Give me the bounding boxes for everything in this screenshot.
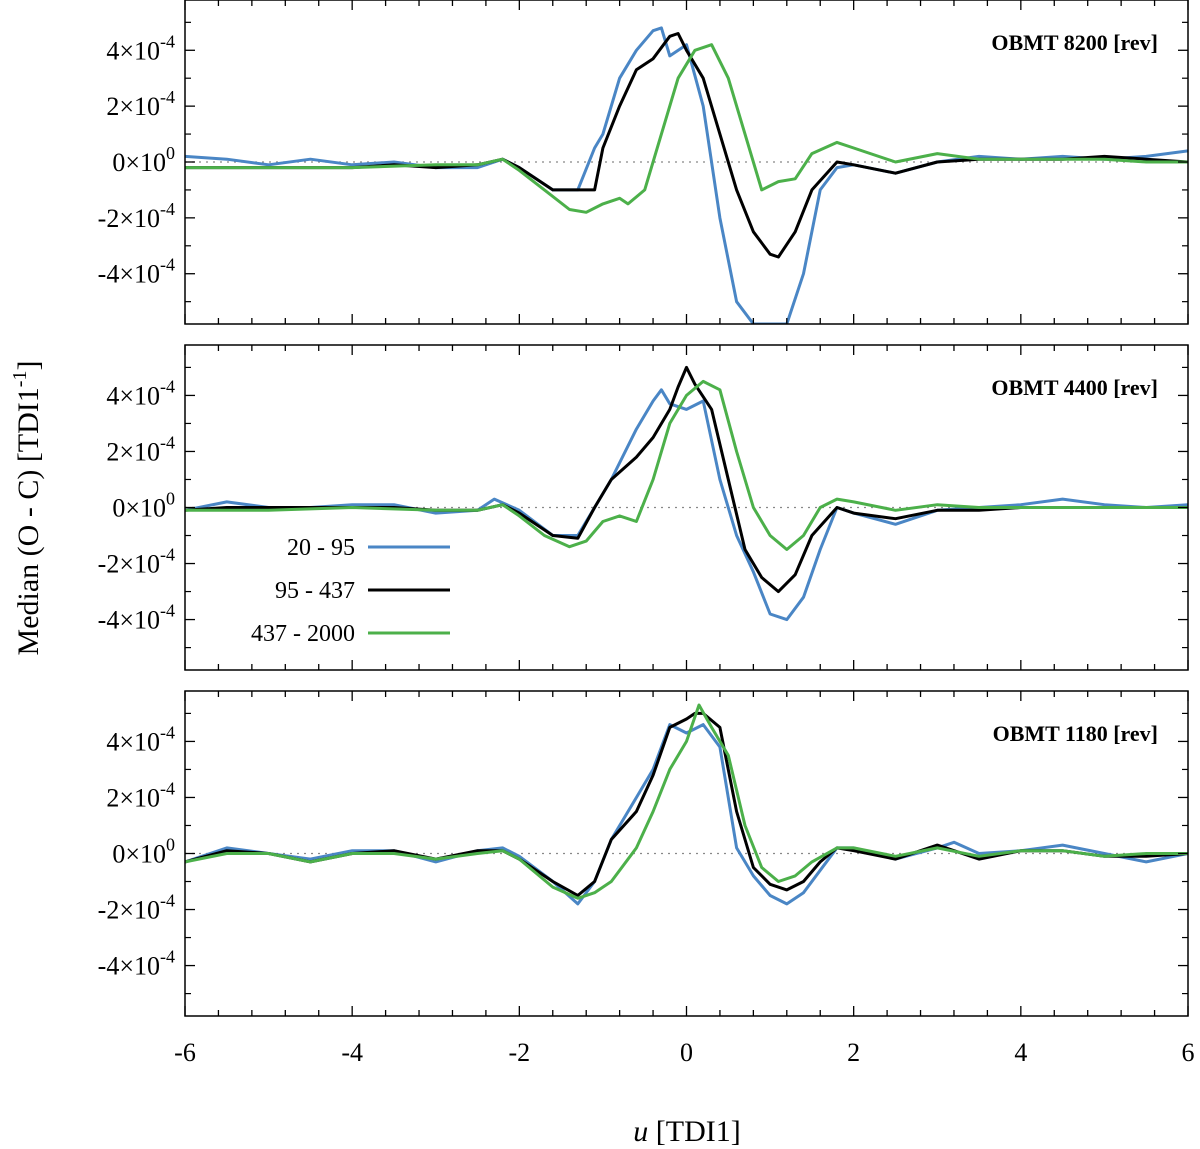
y-tick-label: 2×10-4 [106,87,175,121]
x-tick-label: -4 [341,1038,363,1067]
series-line-3 [185,379,1188,551]
x-tick-label: 2 [847,1038,860,1067]
plot-root: 4×10-4 2×10-4 0×100 -2×10-4 -4×10-4 OBMT 8200… [9,0,1195,1148]
y-tick-label: 0×100 [112,489,175,523]
y-tick-label: -2×10-4 [98,545,175,579]
y-tick-label: 4×10-4 [106,376,175,410]
panel-title: OBMT 8200 [rev] [991,30,1158,55]
series-line-2 [185,32,1188,259]
series-group [185,26,1188,324]
series-line-3 [185,43,1188,214]
legend-label: 437 - 2000 [251,621,355,647]
series-group [185,703,1188,906]
legend: 20 - 95 95 - 437 437 - 2000 [251,535,450,647]
y-tick-label: -4×10-4 [98,601,175,635]
panel-1: 4×10-4 2×10-4 0×100 -2×10-4 -4×10-4 OBMT 8200… [98,0,1189,325]
panel-title: OBMT 4400 [rev] [991,375,1158,400]
series-group [185,365,1188,622]
y-tick-label: 2×10-4 [106,432,175,466]
legend-label: 95 - 437 [275,578,355,604]
series-line-1 [185,723,1188,906]
panel-2: 4×10-4 2×10-4 0×100 -2×10-4 -4×10-4 OBMT 4400… [98,344,1189,671]
y-tick-label: -2×10-4 [98,891,175,925]
x-axis-title: u [TDI1] [633,1115,740,1148]
y-tick-label: -4×10-4 [98,947,175,981]
series-line-3 [185,703,1188,900]
y-tick-label: -4×10-4 [98,255,175,289]
x-tick-label: 0 [680,1038,693,1067]
y-tick-label: 0×100 [112,835,175,869]
series-line-1 [185,26,1188,324]
y-tick-label: 0×100 [112,143,175,177]
panel-3: 4×10-4 2×10-4 0×100 -2×10-4 -4×10-4 OBMT 1180… [98,690,1189,1017]
y-tick-label: -2×10-4 [98,199,175,233]
x-tick-label: 4 [1014,1038,1027,1067]
y-tick-label: 4×10-4 [106,722,175,756]
y-axis-title: Median (O - C) [TDI1-1] [9,361,45,656]
x-tick-label: -6 [174,1038,196,1067]
y-tick-label: 2×10-4 [106,778,175,812]
panel-title: OBMT 1180 [rev] [993,721,1158,746]
legend-label: 20 - 95 [287,535,355,561]
x-tick-label: 6 [1182,1038,1195,1067]
x-tick-label: -2 [508,1038,530,1067]
y-tick-label: 4×10-4 [106,31,175,65]
